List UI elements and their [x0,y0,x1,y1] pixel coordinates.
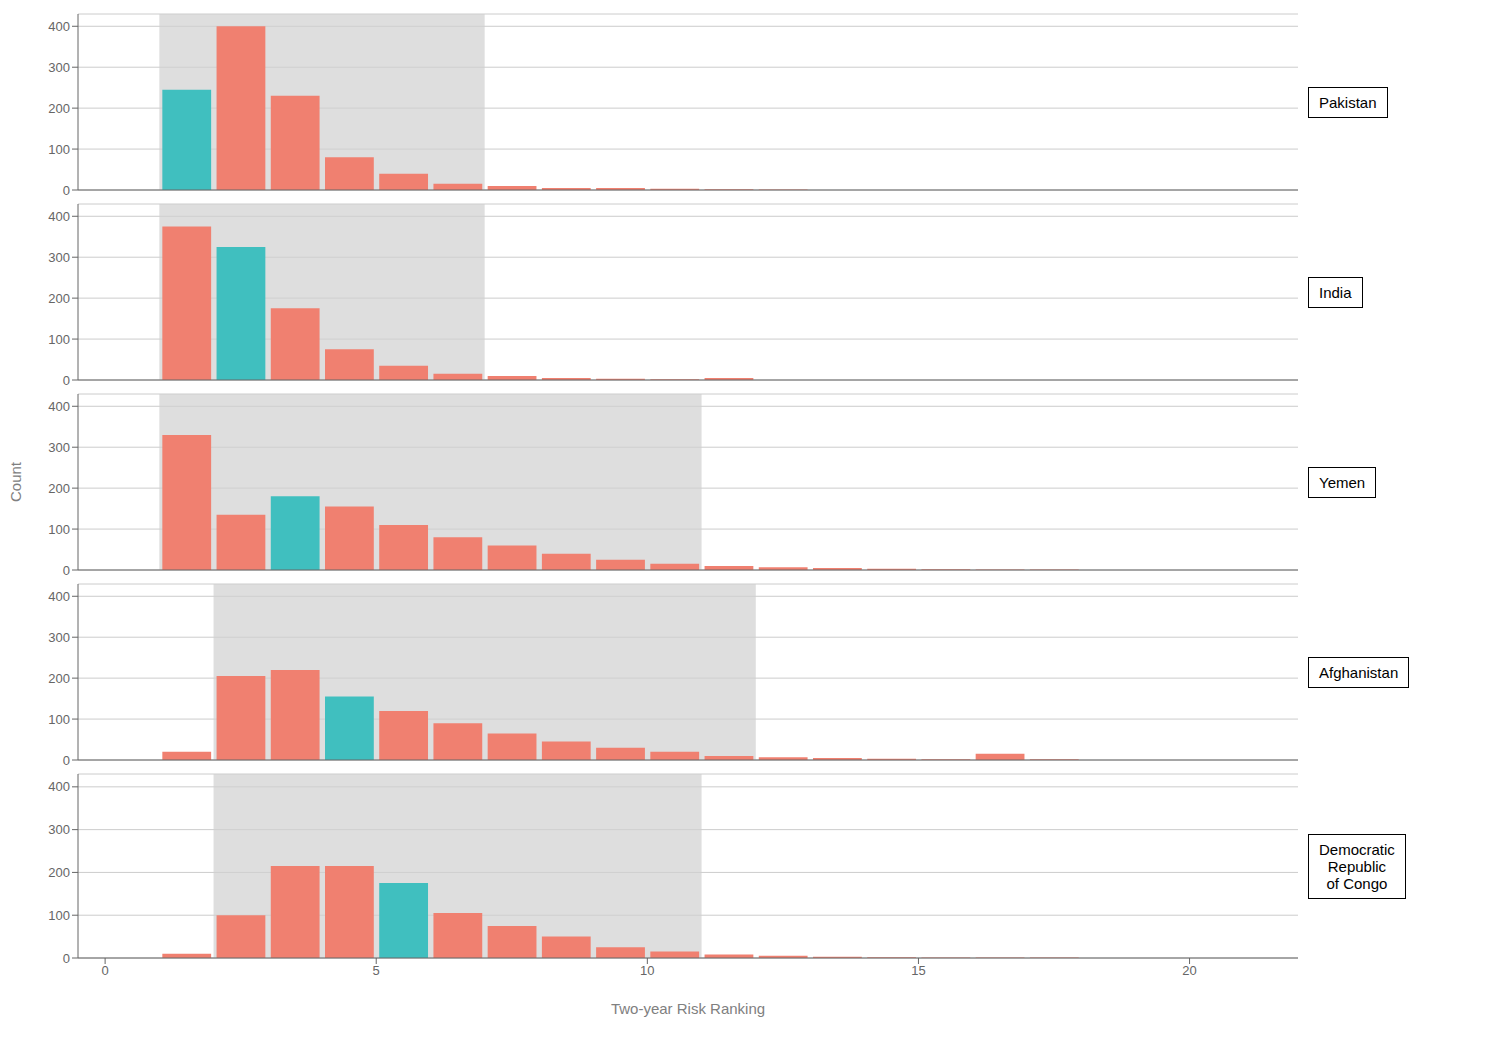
svg-text:200: 200 [48,671,70,686]
svg-text:10: 10 [640,963,654,978]
svg-text:200: 200 [48,481,70,496]
svg-text:0: 0 [63,753,70,768]
svg-text:300: 300 [48,440,70,455]
svg-text:0: 0 [63,373,70,388]
svg-text:15: 15 [911,963,925,978]
svg-text:300: 300 [48,630,70,645]
html-text:Yemen: Yemen [1319,473,1366,491]
svg-text:0: 0 [63,183,70,198]
svg-text:300: 300 [48,822,70,837]
svg-text:100: 100 [48,712,70,727]
svg-text:400: 400 [48,209,70,224]
svg-text:Count: Count [8,461,24,502]
svg-text:Two-year Risk Ranking: Two-year Risk Ranking [611,1000,765,1017]
svg-text:200: 200 [48,101,70,116]
svg-text:20: 20 [1182,963,1196,978]
html-text:India: India [1319,283,1352,301]
svg-text:100: 100 [48,142,70,157]
svg-text:400: 400 [48,589,70,604]
svg-text:400: 400 [48,779,70,794]
svg-text:400: 400 [48,19,70,34]
svg-text:400: 400 [48,399,70,414]
svg-text:0: 0 [101,963,108,978]
svg-text:200: 200 [48,865,70,880]
svg-text:100: 100 [48,522,70,537]
html-text:Pakistan: Pakistan [1319,93,1377,111]
html-text:Afghanistan: Afghanistan [1319,663,1399,681]
svg-text:300: 300 [48,250,70,265]
svg-text:100: 100 [48,908,70,923]
svg-text:200: 200 [48,291,70,306]
svg-text:5: 5 [373,963,380,978]
svg-text:0: 0 [63,563,70,578]
html-text:Democratic Republic of Congo: Democratic Republic of Congo [1319,840,1395,892]
svg-text:0: 0 [63,951,70,966]
svg-text:300: 300 [48,60,70,75]
svg-text:100: 100 [48,332,70,347]
